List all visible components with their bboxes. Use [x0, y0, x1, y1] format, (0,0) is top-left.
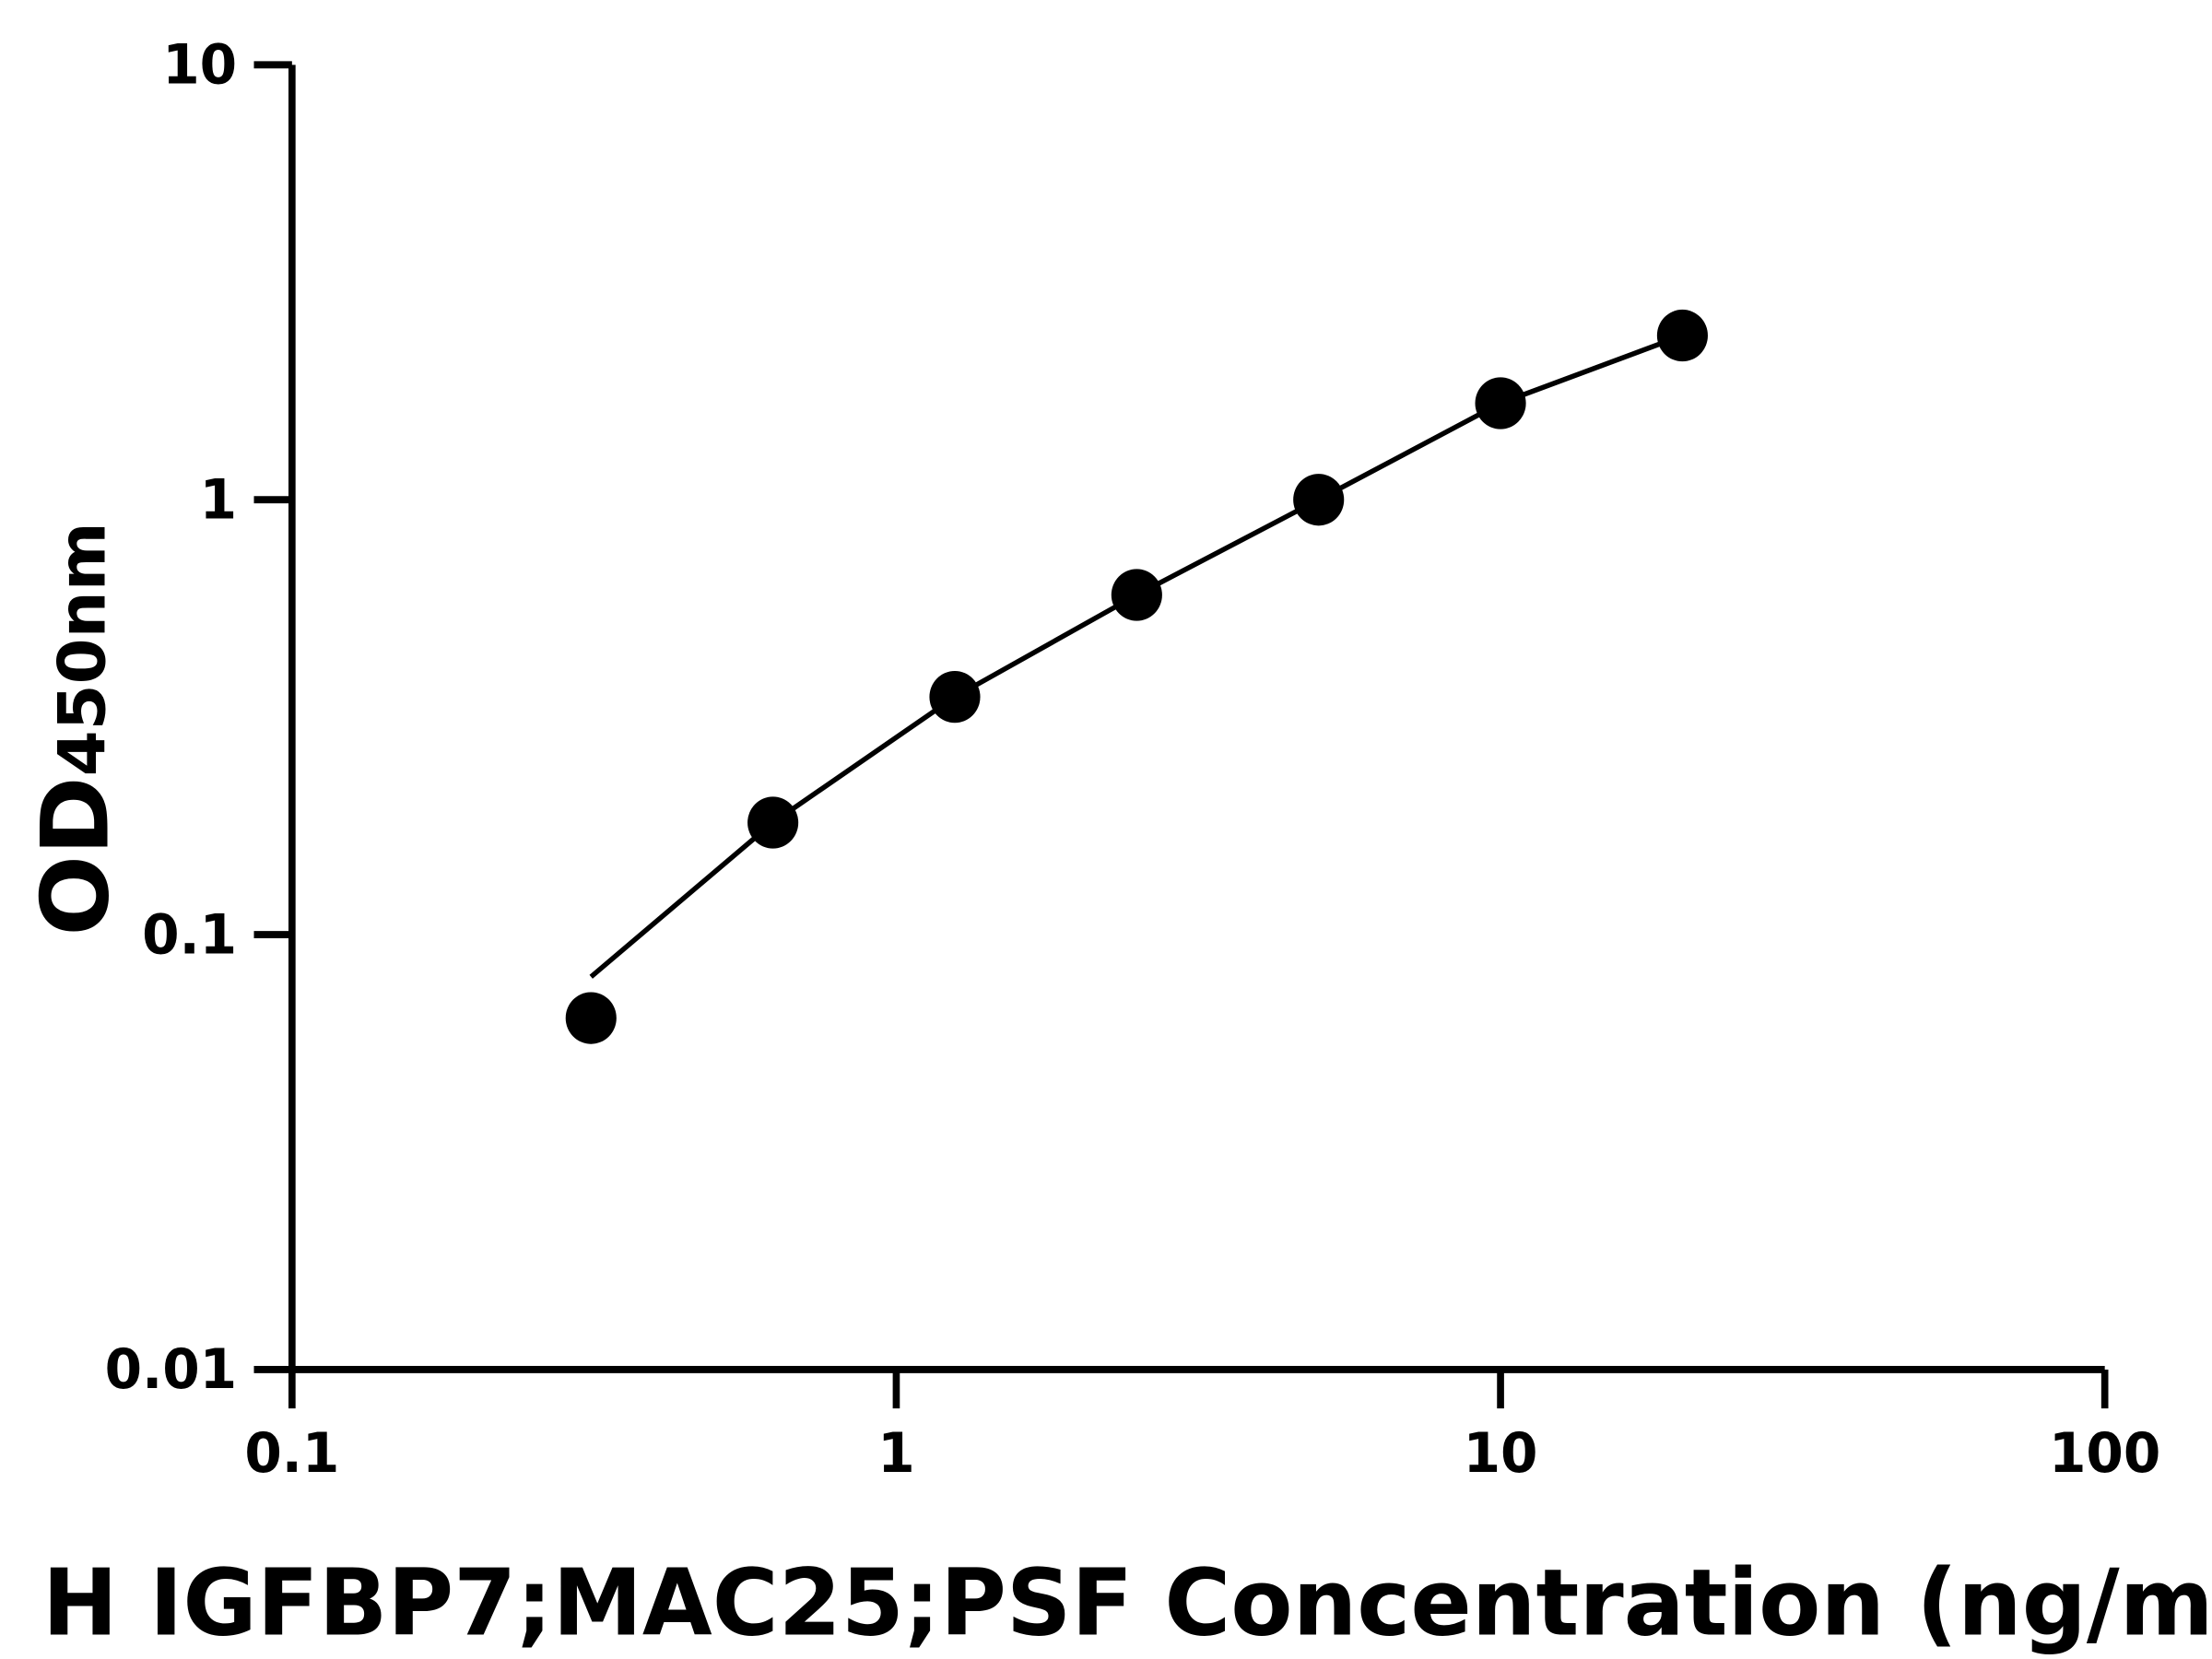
x-tick-label: 1	[877, 1420, 914, 1485]
data-point	[565, 992, 617, 1044]
y-tick-label: 1	[200, 467, 237, 532]
y-tick-label: 0.01	[105, 1337, 237, 1402]
y-axis-label-main: OD	[21, 776, 130, 935]
x-tick-label: 10	[1464, 1420, 1538, 1485]
x-tick-label: 0.1	[244, 1420, 339, 1485]
y-tick-label: 0.1	[142, 902, 237, 967]
y-axis-label: OD450nm	[21, 522, 130, 935]
data-point	[1656, 309, 1708, 362]
x-tick-label: 100	[2049, 1420, 2160, 1485]
fit-curve	[589, 333, 1684, 979]
y-axis-label-sub: 450nm	[44, 522, 120, 776]
x-axis-label: H IGFBP7;MAC25;PSF Concentration (ng/ml)	[42, 1550, 2212, 1657]
y-tick-label: 10	[162, 32, 237, 97]
